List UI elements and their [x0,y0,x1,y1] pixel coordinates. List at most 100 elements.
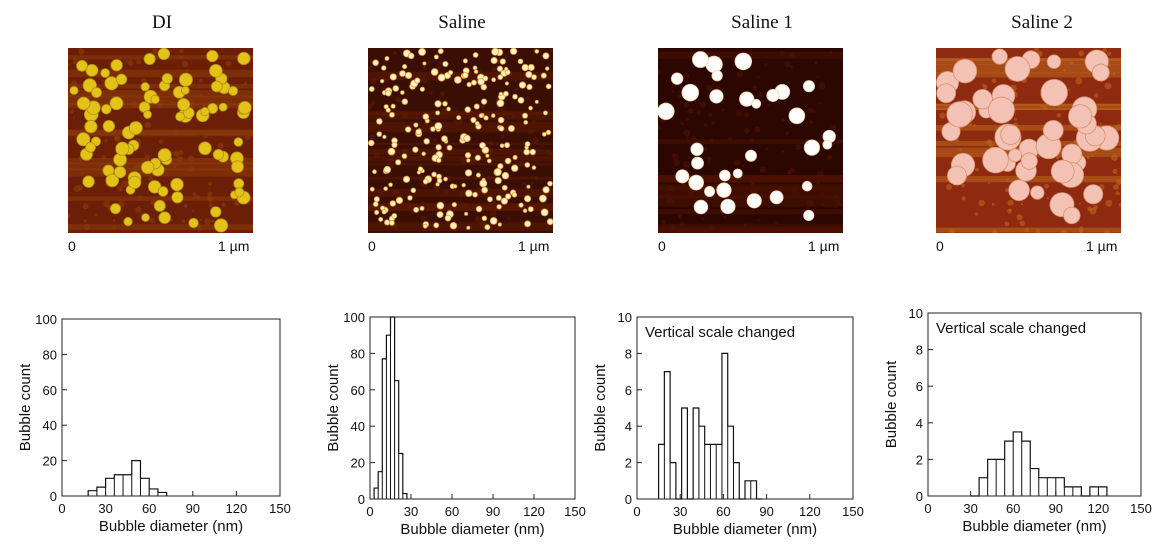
afm-bubble [414,207,419,212]
afm-bubble [694,200,708,214]
afm-bubble [510,48,517,55]
afm-bubble [231,161,244,173]
x-tick-label: 120 [226,501,248,516]
y-tick-label: 8 [625,346,632,361]
afm-bubble [491,57,497,64]
afm-bubble [388,148,395,155]
afm-bubble [151,95,159,104]
x-tick-label: 60 [1006,501,1020,516]
afm-bubble [162,73,173,84]
afm-bubble [1068,105,1092,128]
afm-bubble [463,59,468,63]
afm-bubble [443,61,448,67]
afm-bubble [1062,144,1082,164]
afm-bubble [408,196,412,200]
afm-bubble [503,91,509,96]
y-tick-label: 6 [625,383,632,398]
afm-bubble [532,75,537,80]
afm-bubble [383,135,386,139]
afm-bubble [518,59,523,64]
afm-bubble [823,140,832,149]
histogram-outline [658,352,763,500]
x-tick-label: 30 [963,501,977,516]
afm-bubble [1063,207,1080,224]
afm-bubble [402,64,407,69]
afm-bubble [524,120,528,124]
y-tick-label: 100 [35,312,57,327]
afm-bubble [499,126,504,131]
afm-bubble [434,223,439,228]
afm-bubble [682,84,699,101]
afm-bubble [448,70,453,75]
afm-bubble [111,59,122,71]
histogram-outline [970,431,1108,497]
x-tick-label: 0 [924,501,931,516]
afm-bubble [148,180,161,193]
plot-frame [636,316,854,500]
afm-bubble [546,84,551,89]
afm-bubble [532,166,536,170]
scale-start-label: 0 [368,238,376,254]
afm-bubble [500,144,504,148]
afm-bubble [374,210,379,215]
afm-bubble [453,184,457,188]
afm-bubble [497,100,504,107]
afm-bubble [379,217,383,222]
x-tick-label: 120 [799,504,821,519]
afm-bubble [389,112,395,117]
afm-bubble [479,114,483,118]
afm-bubble [1092,64,1109,81]
x-tick-label: 120 [1088,501,1110,516]
afm-bubble [85,142,96,152]
afm-bubble [116,142,129,155]
afm-bubble [519,203,523,207]
afm-bubble [465,107,471,113]
afm-bubble [158,48,170,60]
afm-image-saline-1 [658,48,843,233]
afm-bubble [141,82,149,91]
y-tick-label: 2 [625,456,632,471]
afm-bubble [377,132,382,137]
afm-bubble [430,126,435,131]
afm-bubble [441,136,448,142]
afm-bubble [209,64,222,77]
afm-bubble [545,67,549,70]
x-tick-label: 90 [486,504,500,519]
afm-bubble [380,206,385,210]
afm-bubble [382,210,386,214]
afm-bubble [425,119,429,123]
afm-bubble [487,159,491,163]
afm-bubble [490,217,497,224]
afm-bubble [502,172,509,179]
afm-bubble [154,200,165,212]
x-axis-label: Bubble diameter (nm) [962,518,1106,535]
afm-bubble [416,129,421,135]
afm-bubble [803,80,815,92]
afm-bubble [501,198,508,204]
afm-bubble [390,74,397,80]
afm-bubble [1019,139,1039,159]
afm-bubble [141,161,154,174]
afm-bubble [436,111,440,115]
afm-bubble [511,165,518,172]
afm-bubble [462,183,466,187]
afm-bubble [525,162,530,167]
afm-bubble [486,154,489,157]
afm-bubble [543,53,549,59]
afm-bubble [457,116,461,120]
afm-bubble [508,125,515,132]
afm-bubble [802,181,812,191]
afm-bubble [454,76,461,83]
histogram-saline-2: 0 30 60 90 120 150 0 2 4 6 8 10 Bubble diameter (nm)… [883,306,1152,535]
afm-bubble [452,202,457,207]
afm-bubble [444,177,448,181]
afm-bubble [747,194,761,208]
afm-bubble [522,113,528,118]
y-tick-label: 60 [43,383,57,398]
afm-bubble [498,75,503,80]
afm-bubble [484,116,488,120]
x-tick-label: 90 [1049,501,1063,516]
afm-bubble [947,166,967,185]
afm-bubble [413,147,418,153]
afm-bubble [77,133,90,146]
